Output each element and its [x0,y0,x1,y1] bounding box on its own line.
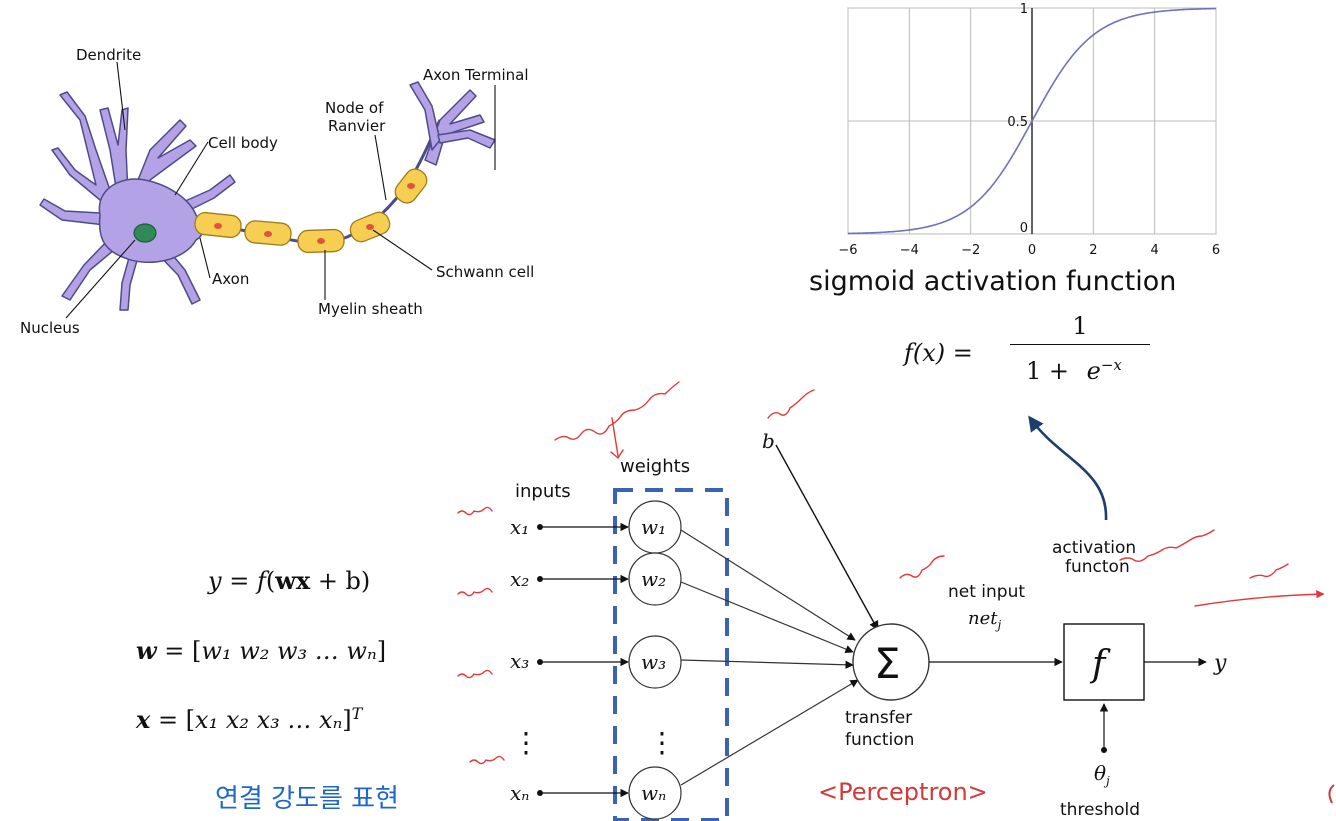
korean-caption: 연결 강도를 표현 [215,784,399,814]
eq-x-equals: = [ [150,706,196,734]
label-node-of-ranvier-2: Ranvier [328,117,386,135]
eq-y-open: ( [265,567,276,595]
label-axon: Axon [212,270,249,288]
eq-y-w: w [275,566,296,595]
eq-y-f: f [256,567,266,595]
formula-den-prefix: 1 + [1026,357,1070,385]
equation-x: x = [x₁ x₂ x₃ … xₙ]T [136,704,362,734]
x-tick-label: −4 [900,243,919,258]
formula-den-exp: −x [1100,356,1122,374]
sigmoid-curve [847,7,1217,235]
formula-denominator: 1 + e−x [1026,356,1122,385]
activation-label-1: activation [1052,538,1136,558]
weight-wn: wₙ [641,781,666,805]
input-nodes: x₁ x₂ x₃ ⋮ xₙ [510,515,540,805]
perceptron-diagram: inputs weights x₁ x₂ x₃ ⋮ xₙ w₁ w₂ [457,381,1335,821]
x-tick-label: 6 [1212,243,1220,258]
eq-x-close: ] [342,706,352,734]
y-tick-label: 0.5 [1007,115,1028,130]
x-tick-label: −6 [838,243,857,258]
eq-x-items: x₁ x₂ x₃ … xₙ [195,706,343,734]
formula-fraction-bar [1010,344,1150,345]
label-cell-body: Cell body [208,134,278,152]
sum-symbol: Σ [874,639,901,688]
input-x2: x₂ [510,567,529,591]
weight-w1: w₁ [641,515,666,539]
label-node-of-ranvier-1: Node of [325,99,384,117]
inputs-label: inputs [515,481,571,502]
eq-w-items: w₁ w₂ w₃ … wₙ [201,637,377,665]
equation-w: w = [w₁ w₂ w₃ … wₙ] [136,636,386,665]
eq-x-lhs: x [136,705,151,734]
x-tick-label: 0 [1028,243,1036,258]
transfer-label-1: transfer [845,708,912,728]
label-myelin-sheath: Myelin sheath [318,300,423,318]
equation-y: y = f(wx + b) [208,566,370,595]
activation-label-2: functon [1065,557,1130,577]
formula-den-base: e [1086,357,1101,385]
weights-label: weights [620,456,690,477]
sigmoid-chart: −6 −4 −2 0 2 4 6 0 0.5 1 [838,2,1220,258]
eq-w-close: ] [376,637,387,665]
label-axon-terminal: Axon Terminal [423,66,529,84]
eq-y-x: x [295,566,311,595]
label-nucleus: Nucleus [20,319,80,337]
input-x3: x₃ [510,649,529,673]
output-y: y [1213,651,1227,676]
threshold-label: threshold [1060,800,1140,820]
weight-nodes [628,500,682,820]
perceptron-caption: <Perceptron> [818,778,988,806]
eq-w-lhs: w [136,636,157,665]
chart-ticks: −6 −4 −2 0 2 4 6 0 0.5 1 [838,2,1220,258]
handwritten-notes [457,381,1325,765]
eq-y-plus-b: + b) [310,567,371,595]
neuron-diagram: Dendrite Cell body Nucleus Axon Node of … [20,46,534,337]
weight-w2: w₂ [641,567,666,591]
net-j-label: netj [968,608,1001,632]
activation-to-sigmoid-arrow [1028,415,1108,521]
formula-lhs: f(x) = [904,339,973,367]
axon-terminal [409,81,496,166]
weight-vdots: ⋮ [648,726,676,759]
eq-y-lhs: y [208,567,222,595]
eq-w-equals: = [ [156,637,202,665]
threshold-symbol: θj [1094,761,1110,788]
label-dendrite: Dendrite [76,46,141,64]
bias-label: b [762,429,775,453]
net-input-label: net input [948,582,1025,602]
x-tick-label: −2 [961,243,980,258]
y-tick-label: 0 [1020,221,1028,236]
x-tick-label: 4 [1151,243,1159,258]
input-xn: xₙ [510,781,529,805]
transfer-label-2: function [845,730,914,750]
eq-x-sup: T [351,704,363,723]
input-x1: x₁ [510,515,529,539]
weight-w3: w₃ [641,650,666,674]
formula-numerator: 1 [1072,312,1088,340]
label-schwann-cell: Schwann cell [436,263,534,281]
eq-y-equals: = [221,567,257,595]
x-tick-label: 2 [1089,243,1097,258]
sigmoid-title: sigmoid activation function [809,266,1177,297]
y-tick-label: 1 [1020,2,1028,17]
nucleus [133,223,157,243]
input-vdots: ⋮ [512,726,540,759]
sigmoid-formula: f(x) = 1 1 + e−x [904,312,1204,392]
cell-body [98,178,204,264]
weights-dashed-box [613,488,729,821]
